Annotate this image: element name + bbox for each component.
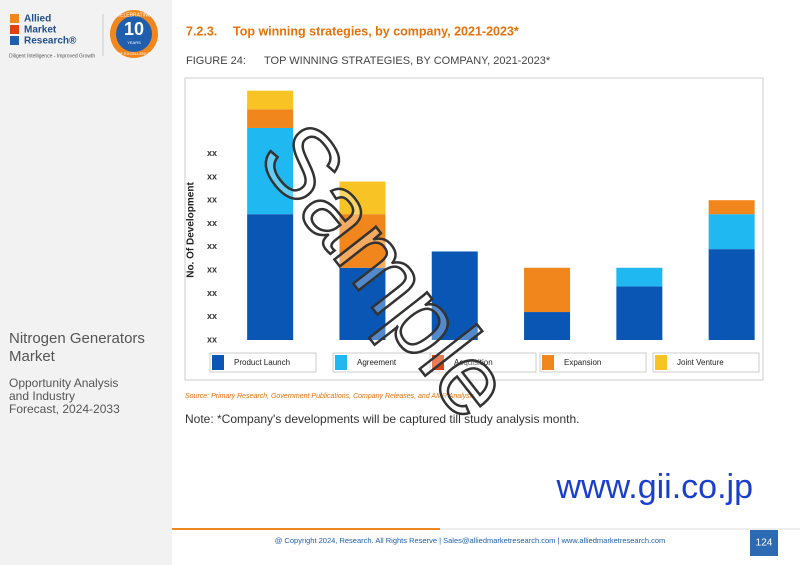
- bar-segment: [616, 286, 663, 340]
- bar-segment: [339, 214, 386, 268]
- logo-square: [10, 25, 19, 34]
- legend-label: Product Launch: [234, 358, 290, 367]
- bar-segment: [708, 249, 755, 340]
- y-tick-label: xx: [207, 195, 217, 205]
- badge-text: YEARS: [127, 40, 141, 45]
- y-tick-label: xx: [207, 288, 217, 298]
- site-watermark: www.gii.co.jp: [555, 468, 753, 506]
- legend-box: [652, 352, 760, 373]
- bar-segment: [247, 109, 294, 128]
- figure-title: TOP WINNING STRATEGIES, BY COMPANY, 2021…: [264, 55, 551, 67]
- sidebar: [0, 0, 172, 565]
- y-tick-label: xx: [207, 218, 217, 228]
- legend-label: Acquisition: [454, 358, 493, 367]
- bar-segment: [524, 267, 571, 313]
- badge-number: 10: [124, 19, 144, 39]
- page-number: 124: [756, 538, 773, 549]
- y-axis-label: No. Of Development: [186, 182, 197, 278]
- legend-box: [209, 352, 317, 373]
- legend: Product Launch Agreement Acquisition Expans…: [209, 352, 760, 373]
- source: Source: Primary Research, Government Pub…: [185, 393, 475, 400]
- legend-box: [429, 352, 537, 373]
- y-tick-label: xx: [207, 171, 217, 181]
- section-number: 7.2.3.: [186, 24, 217, 38]
- logo: Allied Market Research® Diligent Intelli…: [9, 14, 95, 60]
- logo-text: Allied: [24, 14, 51, 25]
- legend-box: [539, 352, 647, 373]
- bar-segment: [247, 90, 294, 110]
- logo-text: Market: [24, 25, 57, 36]
- bar-segment: [708, 214, 755, 250]
- report-subtitle: Forecast, 2024-2033: [9, 402, 120, 416]
- bar-segment: [616, 267, 663, 287]
- legend-swatch: [212, 355, 224, 370]
- legend-swatch: [432, 355, 444, 370]
- bar-segment: [339, 267, 386, 340]
- logo-text: Research®: [24, 36, 77, 47]
- bar-segment: [524, 312, 571, 340]
- legend-label: Expansion: [564, 358, 601, 367]
- bar-segment: [247, 127, 294, 215]
- figure-label: FIGURE 24:: [186, 55, 246, 67]
- badge-text: OF EXCELLENCE: [117, 51, 150, 56]
- y-tick-label: xx: [207, 334, 217, 344]
- chart-frame: [184, 77, 764, 381]
- report-title: Nitrogen Generators: [9, 330, 145, 347]
- plot: xx xx xx xx xx xx xx xx xx: [207, 90, 755, 344]
- logo-square: [10, 36, 19, 45]
- legend-swatch: [335, 355, 347, 370]
- logo-tagline: Diligent Intelligence - Improved Growth: [9, 53, 95, 59]
- legend-label: Joint Venture: [677, 358, 724, 367]
- y-tick-label: xx: [207, 148, 217, 158]
- badge: CELEBRATING 10 YEARS OF EXCELLENCE: [110, 10, 158, 58]
- badge-text: CELEBRATING: [117, 12, 152, 18]
- bar-segment: [247, 214, 294, 340]
- legend-swatch: [655, 355, 667, 370]
- badge-center: [116, 16, 152, 52]
- report-title: Market: [9, 348, 56, 365]
- bar-segment: [431, 251, 478, 340]
- legend-label: Agreement: [357, 358, 397, 367]
- bar-segment: [708, 200, 755, 215]
- bar-segment: [339, 181, 386, 215]
- page-number-box: [750, 530, 778, 556]
- logo-square: [10, 14, 19, 23]
- note: Note: *Company's developments will be ca…: [185, 412, 579, 426]
- footer-copyright: @ Copyright 2024, Research. All Rights R…: [275, 536, 666, 545]
- report-subtitle: and Industry: [9, 389, 75, 403]
- y-tick-label: xx: [207, 241, 217, 251]
- report-subtitle: Opportunity Analysis: [9, 376, 118, 390]
- section-title: Top winning strategies, by company, 2021…: [233, 24, 519, 38]
- y-tick-label: xx: [207, 264, 217, 274]
- y-tick-label: xx: [207, 311, 217, 321]
- legend-swatch: [542, 355, 554, 370]
